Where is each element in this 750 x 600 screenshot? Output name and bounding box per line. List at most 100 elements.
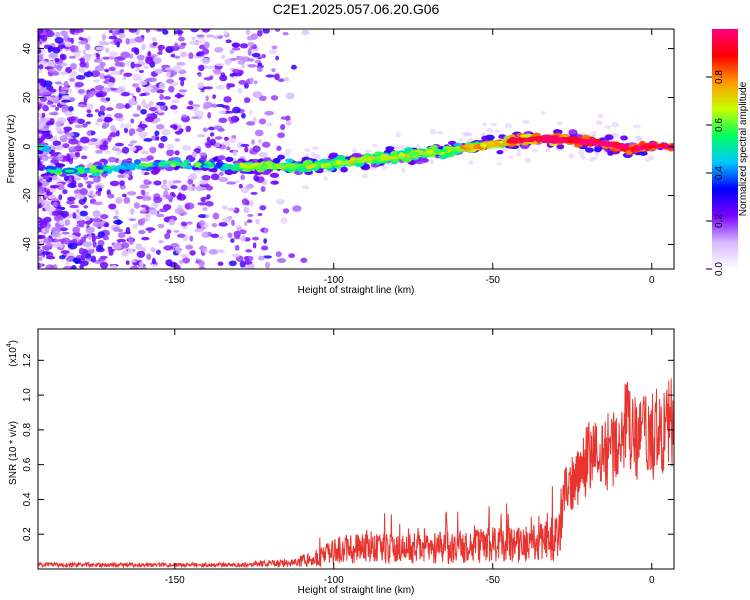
heatmap-noise-cell <box>43 133 53 140</box>
heatmap-noise-cell <box>163 96 172 100</box>
heatmap-ridge-cell <box>340 166 348 173</box>
heatmap-noise-cell <box>207 126 216 131</box>
heatmap-noise-cell <box>229 49 235 55</box>
heatmap-noise-cell <box>169 124 178 129</box>
heatmap-noise-cell <box>209 75 214 80</box>
heatmap-haze-cell <box>468 160 474 165</box>
heatmap-noise-cell <box>38 246 41 250</box>
heatmap-noise-cell <box>105 107 114 111</box>
heatmap-noise-cell <box>79 61 87 68</box>
heatmap-ridge-cell <box>202 164 212 168</box>
spectrogram-x-tick-label: -50 <box>486 275 501 286</box>
heatmap-noise-cell <box>255 218 260 225</box>
heatmap-ridge-cell <box>348 160 356 164</box>
heatmap-noise-cell <box>102 140 108 148</box>
heatmap-noise-cell <box>214 136 223 140</box>
heatmap-noise-cell <box>131 259 137 263</box>
heatmap-noise-cell <box>288 253 296 259</box>
heatmap-noise-cell <box>149 146 157 154</box>
heatmap-noise-cell <box>260 186 266 192</box>
heatmap-noise-cell <box>234 244 240 251</box>
heatmap-noise-cell <box>135 87 141 93</box>
heatmap-noise-cell <box>263 238 268 244</box>
heatmap-noise-cell <box>285 119 292 126</box>
heatmap-noise-cell <box>41 155 49 162</box>
heatmap-ridge-cell <box>203 161 212 165</box>
heatmap-noise-cell <box>66 116 76 122</box>
heatmap-noise-cell <box>222 205 228 210</box>
heatmap-noise-cell <box>114 209 119 216</box>
heatmap-noise-cell <box>77 182 84 188</box>
heatmap-noise-cell <box>176 233 186 238</box>
heatmap-noise-cell <box>265 74 275 78</box>
heatmap-noise-cell <box>189 235 194 242</box>
heatmap-noise-cell <box>38 64 44 70</box>
heatmap-noise-cell <box>238 183 243 189</box>
heatmap-noise-cell <box>47 97 57 102</box>
heatmap-peak-cell <box>647 144 656 149</box>
heatmap-noise-cell <box>59 136 65 139</box>
heatmap-ridge-cell <box>423 152 429 157</box>
heatmap-noise-cell <box>54 106 59 111</box>
heatmap-noise-cell <box>95 92 104 98</box>
spectrogram-y-ticks: -40 -20 0 20 40 <box>22 43 674 252</box>
heatmap-noise-cell <box>137 59 144 63</box>
heatmap-noise-cell <box>107 135 112 142</box>
heatmap-noise-cell <box>73 29 84 33</box>
heatmap-noise-cell <box>158 45 163 53</box>
heatmap-ridge-cell <box>324 162 331 167</box>
heatmap-noise-cell <box>276 257 287 264</box>
heatmap-noise-cell <box>70 37 74 44</box>
heatmap-haze-cell <box>490 122 497 127</box>
heatmap-noise-cell <box>112 242 123 250</box>
heatmap-noise-cell <box>113 215 119 220</box>
heatmap-noise-cell <box>116 41 120 48</box>
heatmap-noise-cell <box>45 121 54 126</box>
heatmap-noise-cell <box>58 220 66 226</box>
heatmap-ridge-cell <box>55 163 66 168</box>
heatmap-noise-cell <box>223 136 229 141</box>
heatmap-haze-cell <box>516 152 522 157</box>
colorbar-tick-label: 0.4 <box>714 166 725 180</box>
heatmap-noise-cell <box>117 232 126 239</box>
heatmap-haze-cell <box>462 132 470 137</box>
colorbar-ticks: 0.0 0.2 0.4 0.6 0.8 <box>706 70 725 276</box>
heatmap-noise-cell <box>44 226 50 234</box>
heatmap-noise-cell <box>140 189 146 196</box>
heatmap-noise-cell <box>218 110 227 115</box>
heatmap-blob-core <box>64 169 75 173</box>
heatmap-noise-cell <box>221 54 226 59</box>
heatmap-noise-cell <box>111 30 118 37</box>
heatmap-ridge-cell <box>272 157 281 164</box>
snr-x-label: Height of straight line (km) <box>298 585 415 596</box>
heatmap-noise-cell <box>86 109 92 114</box>
snr-line-layer <box>38 378 674 569</box>
heatmap-noise-cell <box>57 155 64 161</box>
heatmap-noise-cell <box>174 42 179 49</box>
heatmap-noise-cell <box>121 193 127 198</box>
heatmap-noise-cell <box>131 97 135 104</box>
heatmap-noise-cell <box>205 201 214 207</box>
heatmap-noise-cell <box>206 34 215 38</box>
heatmap-ridge-cell <box>463 144 472 148</box>
svg-text:(x104): (x104) <box>6 340 19 367</box>
heatmap-noise-cell <box>186 221 193 225</box>
heatmap-noise-cell <box>119 123 125 129</box>
heatmap-noise-cell <box>180 51 188 58</box>
heatmap-noise-cell <box>54 57 60 63</box>
heatmap-noise-cell <box>176 61 186 66</box>
snr-y-ticks: 0.2 0.4 0.6 0.8 1.0 1.2 <box>22 353 674 541</box>
heatmap-noise-cell <box>128 218 137 222</box>
heatmap-noise-cell <box>152 42 157 46</box>
heatmap-noise-cell <box>38 234 46 239</box>
heatmap-noise-cell <box>225 39 232 44</box>
heatmap-noise-cell <box>144 191 150 197</box>
heatmap-ridge-cell <box>50 159 59 164</box>
heatmap-ridge-cell <box>568 128 578 135</box>
heatmap-noise-cell <box>231 115 240 123</box>
heatmap-noise-cell <box>39 221 48 229</box>
heatmap-noise-cell <box>165 194 174 200</box>
heatmap-noise-cell <box>48 52 58 59</box>
heatmap-noise-cell <box>121 250 129 257</box>
heatmap-noise-cell <box>147 50 152 57</box>
